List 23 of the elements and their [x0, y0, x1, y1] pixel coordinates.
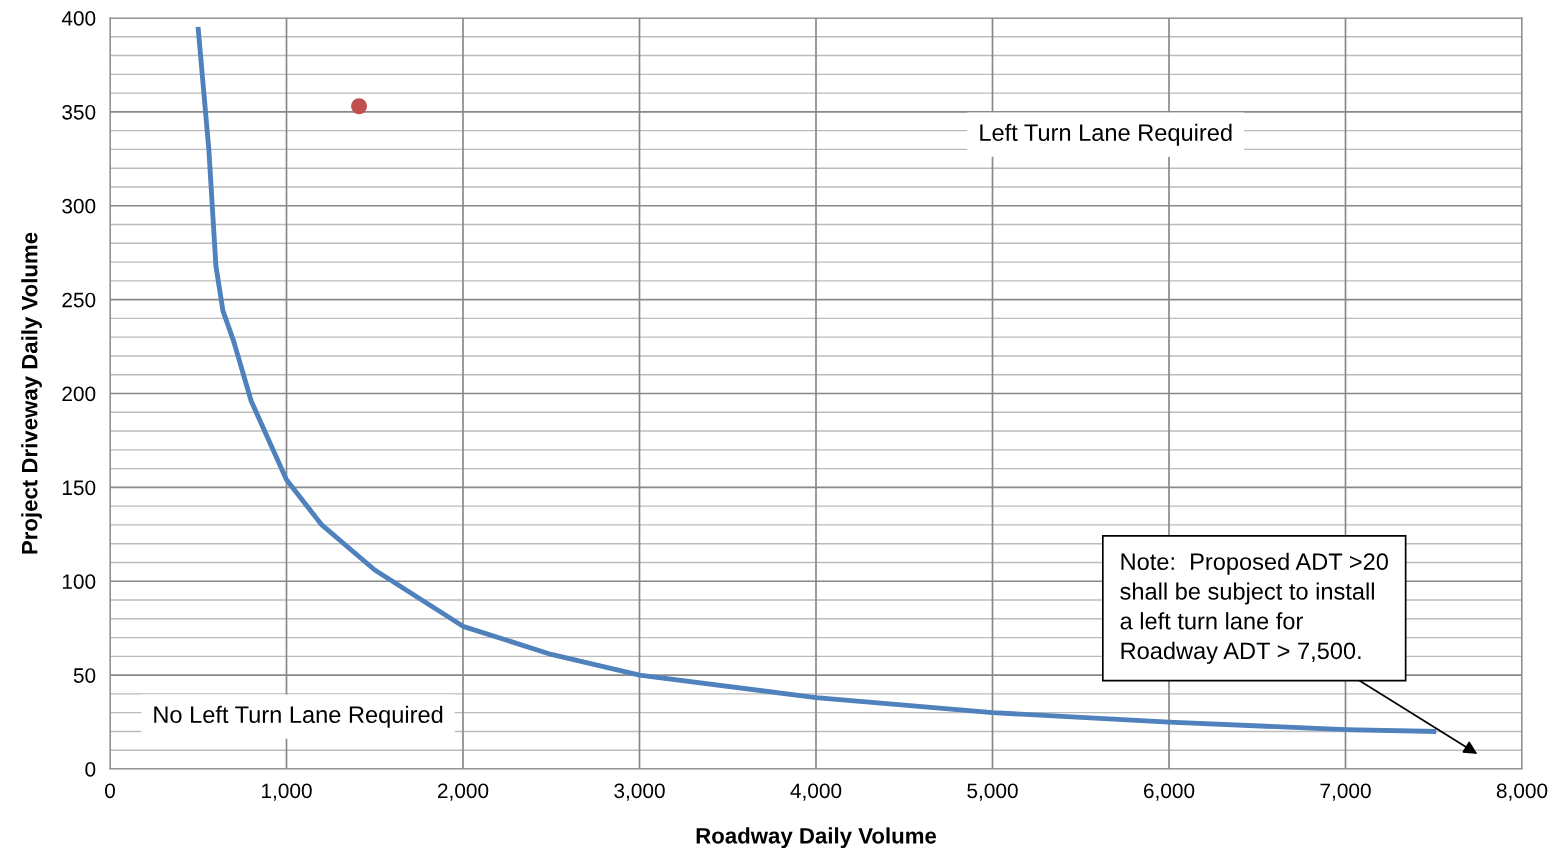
y-tick-label: 300: [62, 198, 96, 214]
x-tick-label: 1,000: [262, 783, 312, 801]
annotation: No Left Turn Lane Required: [154, 705, 443, 728]
annotation: Left Turn Lane Required: [980, 123, 1232, 146]
x-tick-label: 8,000: [1496, 783, 1548, 801]
y-axis-title: Project Driveway Daily Volume: [21, 232, 42, 554]
x-tick-label: 7,000: [1320, 783, 1371, 801]
y-tick-label: 50: [73, 668, 96, 683]
y-tick-label: 100: [62, 574, 96, 589]
y-tick-label: 0: [85, 762, 96, 777]
y-tick-label: 150: [62, 480, 96, 496]
annotation: Note: Proposed ADT >20 shall be subject to install a left turn lane for Roadway ADT > 7,500.: [1120, 552, 1388, 664]
y-tick-label: 200: [62, 386, 96, 402]
x-tick-label: 6,000: [1143, 783, 1195, 801]
y-tick-label: 400: [61, 11, 96, 26]
x-tick-label: 2,000: [437, 783, 489, 801]
x-tick-label: 3,000: [614, 783, 665, 801]
x-axis-title: Roadway Daily Volume: [696, 827, 937, 849]
y-tick-label: 250: [62, 292, 96, 308]
x-tick-label: 5,000: [967, 783, 1018, 801]
x-tick-label: 4,000: [790, 783, 842, 801]
y-tick-label: 350: [62, 104, 96, 120]
x-tick-label: 0: [105, 783, 115, 799]
